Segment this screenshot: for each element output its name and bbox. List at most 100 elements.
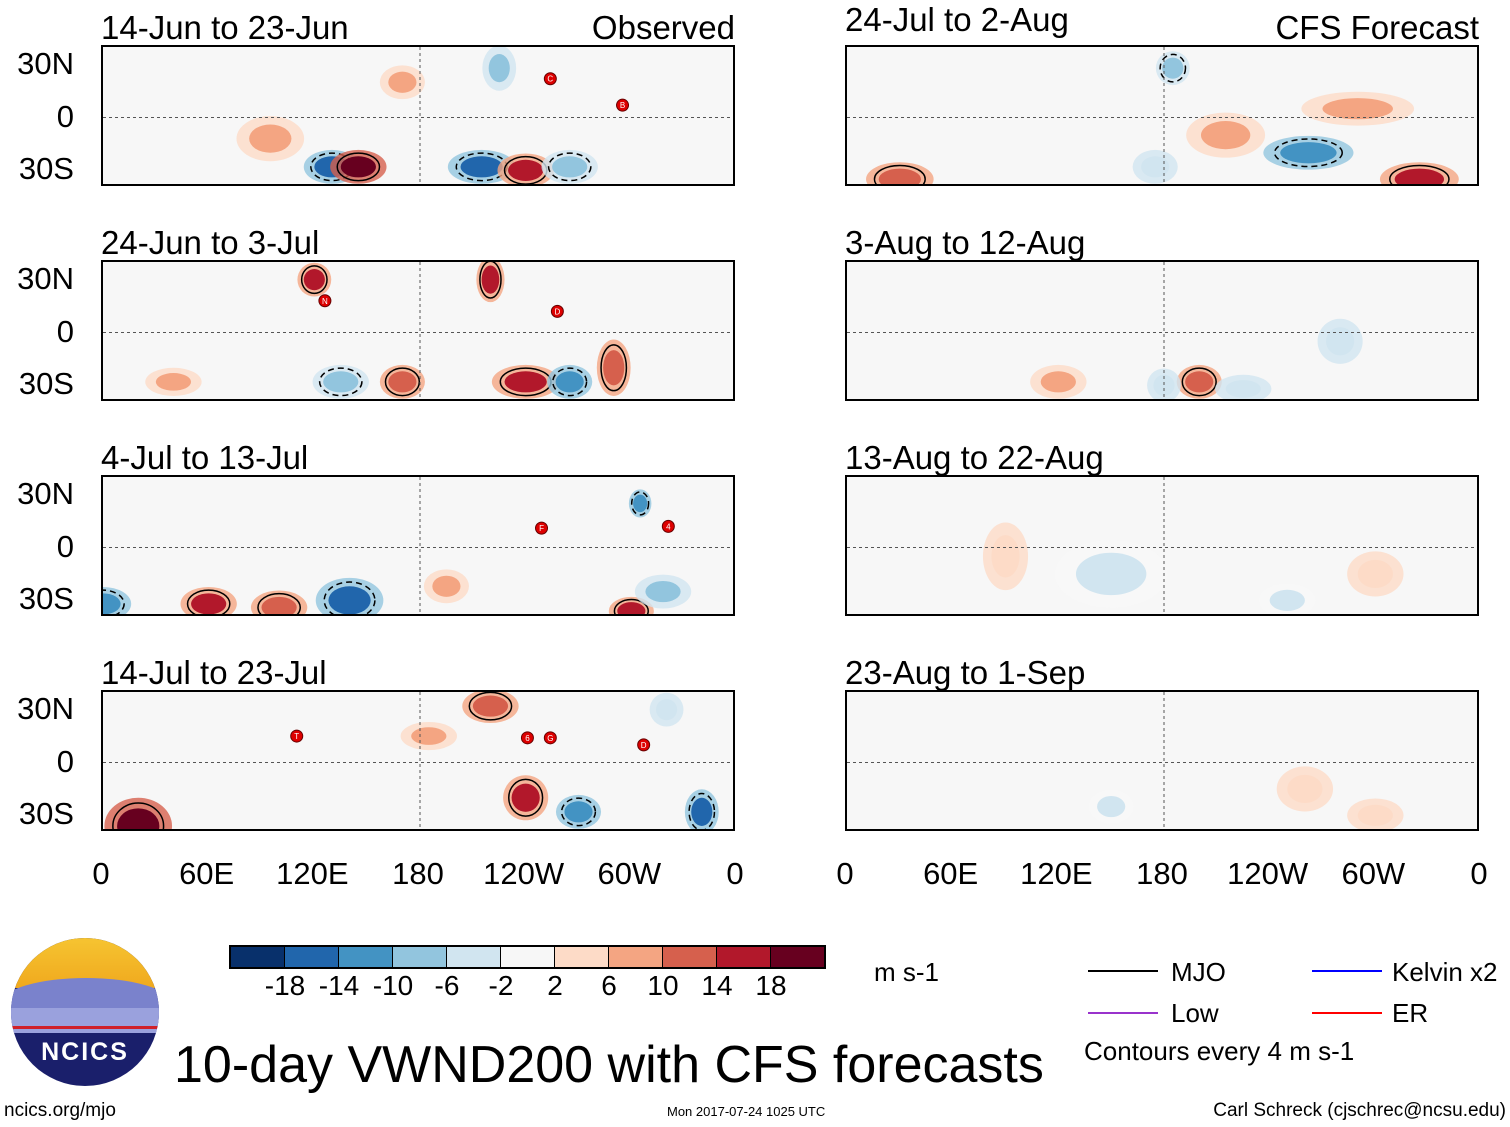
mjo-contour	[613, 598, 649, 614]
anomaly-core	[481, 265, 500, 294]
storm-marker: 6	[520, 731, 534, 745]
x-tick-label: 120W	[483, 856, 565, 891]
ncics-logo: NCICS	[11, 938, 159, 1086]
anomaly-core	[603, 350, 625, 386]
storm-label: T	[294, 732, 299, 741]
anomaly-core	[1280, 142, 1337, 164]
colorbar-swatch	[771, 947, 824, 967]
x-tick-label: 180	[392, 856, 444, 891]
mjo-contour	[318, 367, 363, 397]
y-tick-label: 30N	[17, 475, 74, 511]
colorbar-label: 2	[547, 970, 563, 1001]
colorbar-swatch	[717, 947, 771, 967]
map-panel	[845, 690, 1479, 831]
panel-title: 4-Jul to 13-Jul	[101, 439, 309, 476]
y-tick-label: 0	[56, 313, 74, 349]
storm-label: F	[539, 524, 544, 533]
colorbar-swatch	[663, 947, 717, 967]
storm-marker: B	[616, 98, 630, 112]
panel-title: 23-Aug to 1-Sep	[845, 654, 1086, 691]
x-tick-label: 180	[1136, 856, 1188, 891]
anomaly-core	[508, 159, 544, 181]
mjo-contour	[560, 797, 597, 827]
legend-er-line	[1312, 1012, 1382, 1014]
column-header-observed: Observed	[591, 9, 735, 46]
anomaly-core	[1322, 98, 1393, 120]
colorbar-units: m s-1	[874, 957, 939, 987]
colorbar	[229, 945, 826, 969]
anomaly-core	[1357, 804, 1393, 826]
mjo-contour	[1389, 164, 1450, 184]
y-tick-label: 30N	[17, 260, 74, 296]
anomaly-core	[1097, 795, 1126, 818]
anomaly-core	[555, 371, 584, 393]
y-tick-label: 0	[56, 98, 74, 134]
colorbar-label: -14	[318, 970, 360, 1001]
anomaly-core	[1200, 121, 1251, 150]
storm-label: G	[547, 734, 553, 743]
footer-credit: Carl Schreck (cjschrec@ncsu.edu)	[1213, 1100, 1506, 1121]
mjo-contour	[547, 152, 592, 182]
anomaly-core	[191, 593, 227, 614]
anomaly-core	[552, 156, 588, 178]
footer-timestamp: Mon 2017-07-24 1025 UTC	[667, 1104, 826, 1119]
legend-kelvin-label: Kelvin x2	[1392, 957, 1498, 987]
mjo-contour	[300, 265, 328, 295]
logo-text: NCICS	[41, 1038, 129, 1066]
colorbar-swatch	[231, 947, 285, 967]
mjo-contour	[873, 164, 926, 184]
anomaly-core	[511, 783, 540, 812]
storm-label: 4	[666, 522, 671, 531]
anomaly-core	[617, 602, 646, 614]
y-tick-label: 30N	[17, 45, 74, 81]
x-tick-label: 0	[1470, 856, 1488, 891]
x-tick-label: 60W	[597, 856, 662, 891]
anomaly-core	[388, 371, 417, 393]
mjo-contour	[112, 802, 165, 829]
storm-marker: F	[535, 521, 549, 535]
colorbar-swatch	[555, 947, 609, 967]
anomaly-core	[645, 580, 681, 603]
anomaly-core	[103, 593, 121, 614]
legend-kelvin-line	[1312, 970, 1382, 972]
colorbar-swatch	[285, 947, 339, 967]
mjo-contour	[186, 589, 231, 614]
anomaly-core	[691, 797, 713, 826]
storm-marker: 4	[661, 519, 675, 533]
anomaly-core	[633, 494, 648, 513]
mjo-contour	[384, 367, 421, 397]
y-tick-label: 30S	[18, 581, 74, 617]
storm-marker: D	[637, 738, 651, 752]
panel-title: 24-Jun to 3-Jul	[101, 224, 320, 261]
mjo-contour	[1181, 367, 1217, 397]
mjo-contour	[600, 344, 628, 392]
legend-er-label: ER	[1392, 998, 1429, 1028]
x-tick-label: 60E	[179, 856, 235, 891]
anomaly-core	[1075, 552, 1147, 596]
anomaly-core	[488, 54, 510, 83]
panel-title: 3-Aug to 12-Aug	[845, 224, 1086, 261]
anomaly-core	[249, 124, 292, 153]
anomaly-core	[564, 801, 593, 823]
colorbar-label: 14	[701, 970, 733, 1001]
legend-mjo-line	[1088, 970, 1158, 972]
map-panel: T 6 G D	[101, 690, 735, 831]
mjo-contour	[1273, 138, 1343, 168]
colorbar-swatch	[393, 947, 447, 967]
storm-label: N	[322, 297, 328, 306]
colorbar-swatch	[501, 947, 555, 967]
footer-url[interactable]: ncics.org/mjo	[4, 1100, 116, 1121]
anomaly-core	[388, 71, 417, 93]
contour-note: Contours every 4 m s-1	[1084, 1036, 1355, 1066]
mjo-contour	[323, 581, 376, 614]
anomaly-core	[261, 596, 297, 614]
anomaly-core	[1287, 774, 1323, 804]
anomaly-core	[303, 269, 325, 291]
anomaly-core	[432, 575, 461, 597]
storm-marker: T	[290, 729, 304, 743]
y-tick-label: 0	[56, 528, 74, 564]
x-tick-label: 0	[726, 856, 744, 891]
x-tick-label: 0	[836, 856, 854, 891]
